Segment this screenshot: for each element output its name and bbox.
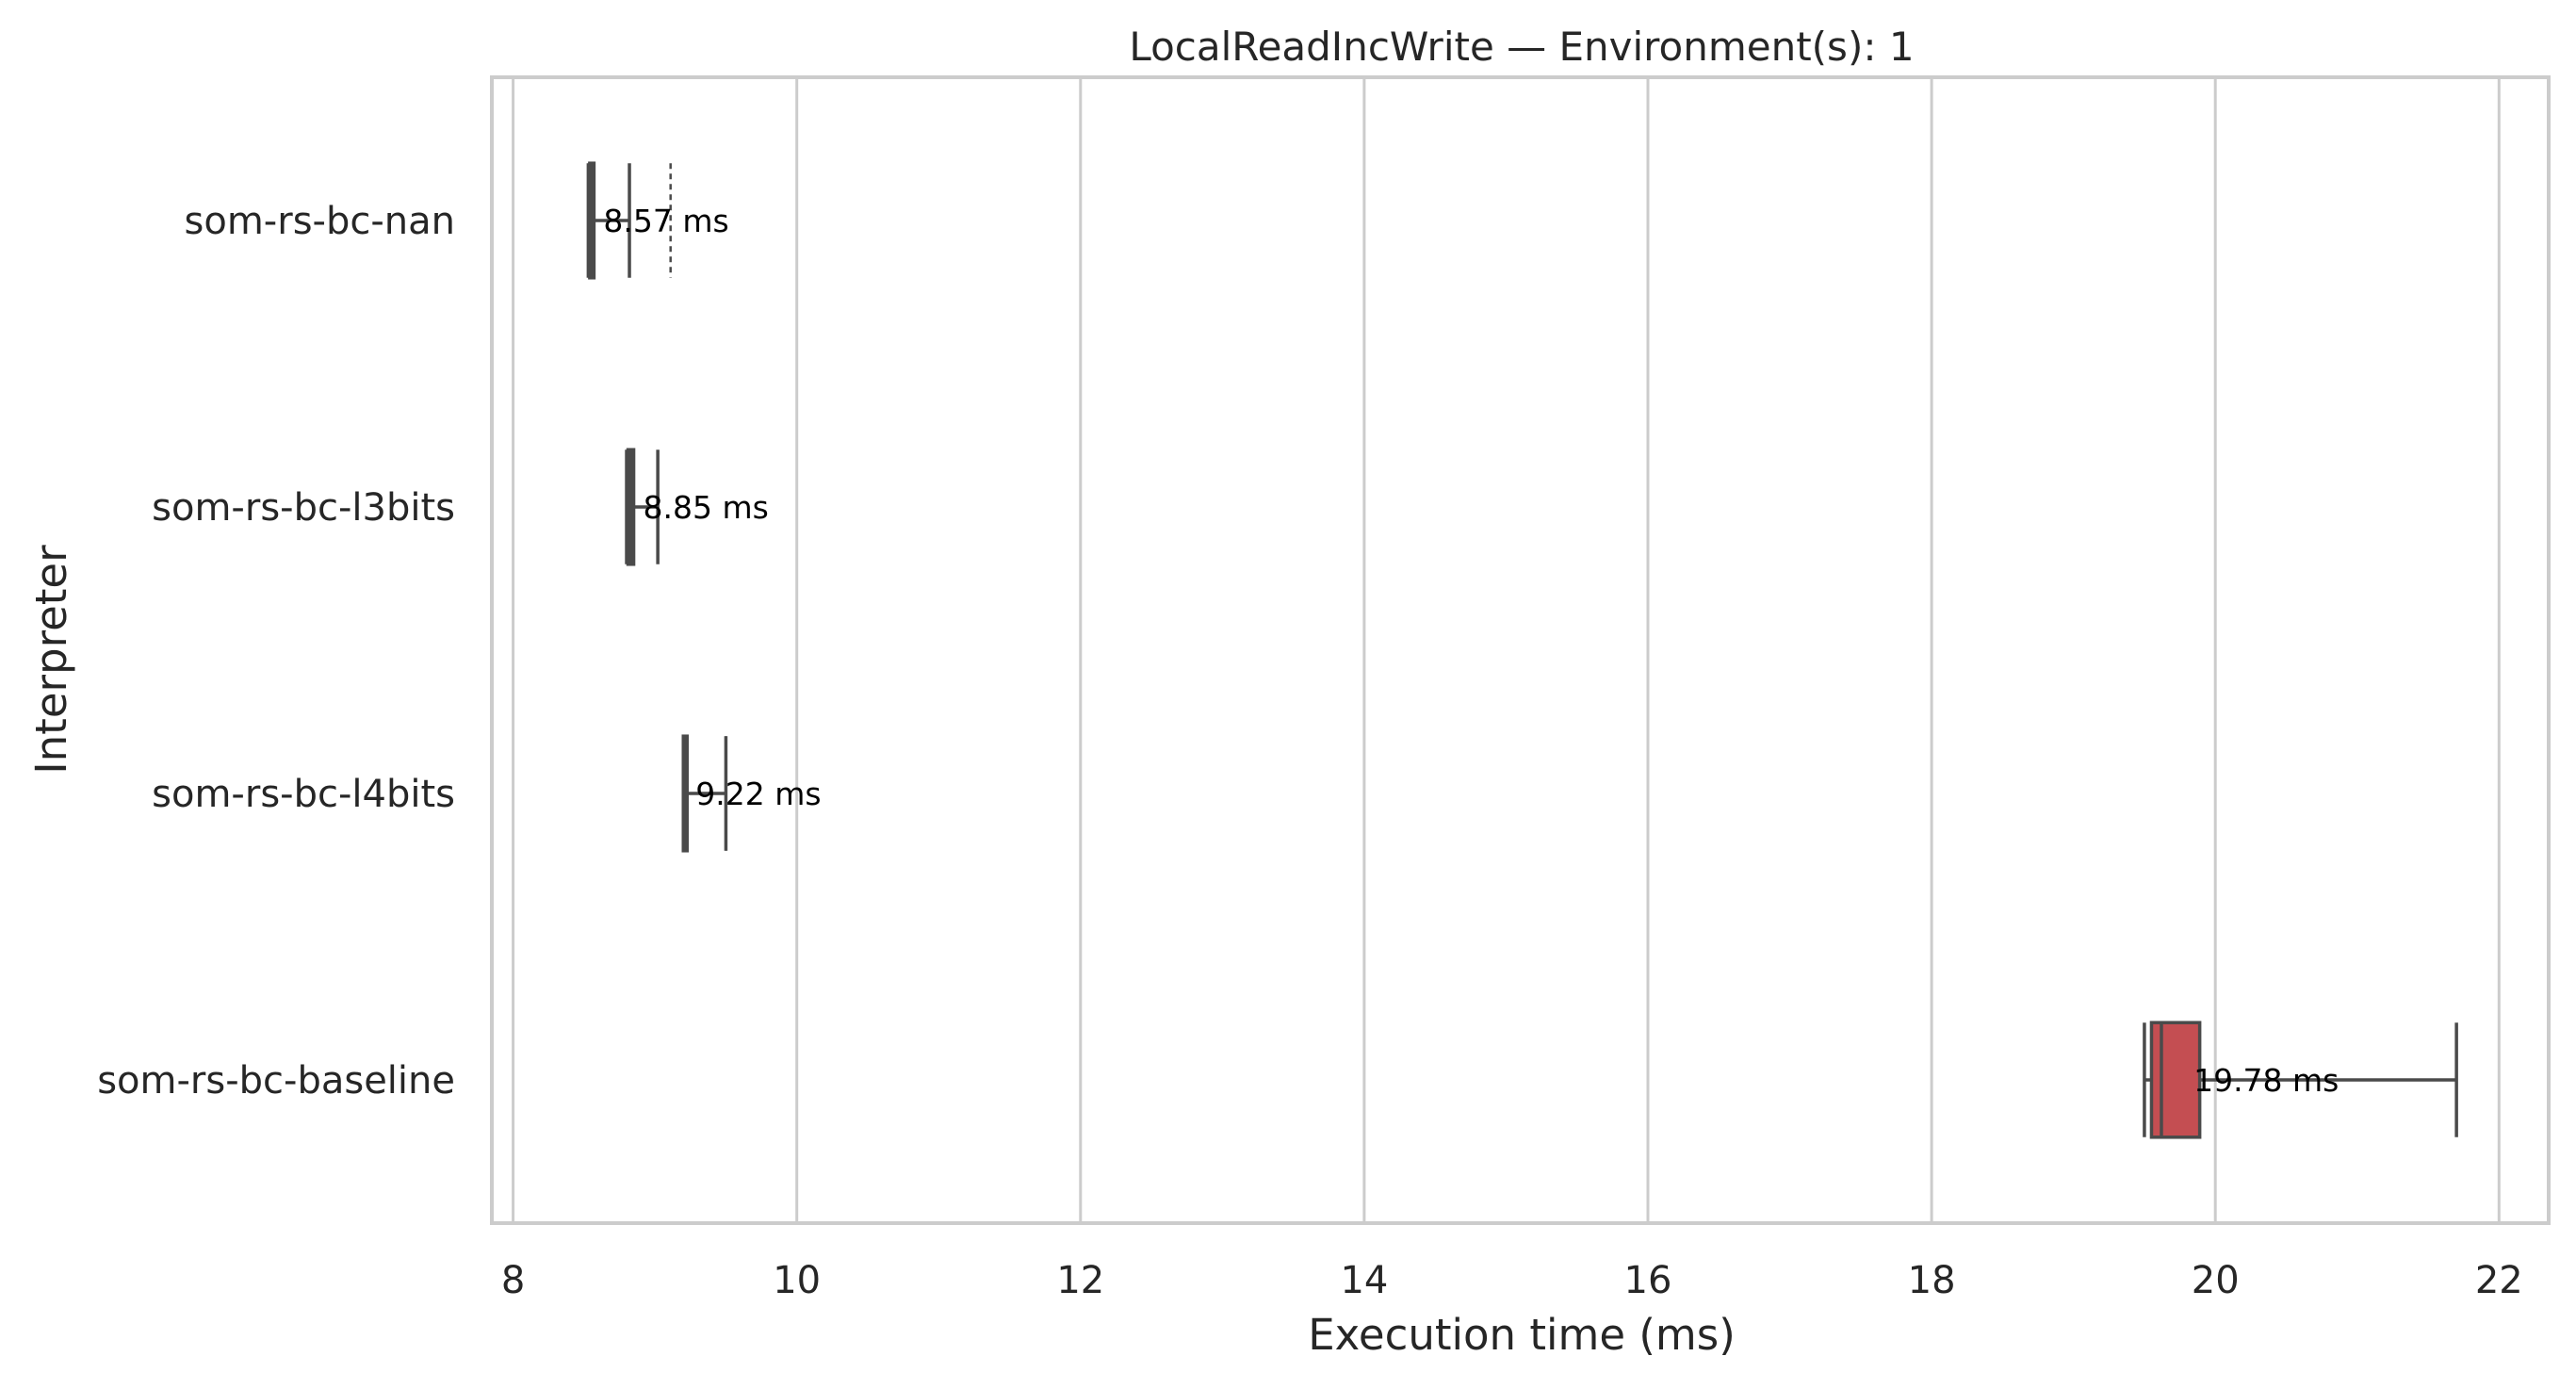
x-tick-label: 14 [1340, 1259, 1388, 1302]
x-tick-label: 10 [773, 1259, 821, 1302]
box-group: 8.85 ms [625, 448, 769, 566]
data-label: 8.85 ms [644, 489, 769, 526]
y-tick-label: som-rs-bc-baseline [97, 1059, 455, 1103]
x-tick-label: 8 [501, 1259, 525, 1302]
grid-lines [512, 77, 2501, 1223]
x-tick-label: 12 [1056, 1259, 1104, 1302]
x-tick-label: 22 [2475, 1259, 2523, 1302]
plot-frame [490, 75, 2551, 1225]
box-group: 8.57 ms [586, 161, 729, 280]
box-group: 9.22 ms [681, 734, 822, 853]
x-tick-label: 16 [1624, 1259, 1672, 1302]
y-axis-ticks: som-rs-bc-nan som-rs-bc-l3bits som-rs-bc-l… [97, 200, 455, 1103]
y-tick-label: som-rs-bc-l4bits [152, 773, 455, 816]
chart-title: LocalReadIncWrite — Environment(s): 1 [1129, 24, 1914, 70]
box [2149, 1021, 2202, 1139]
data-label: 8.57 ms [603, 203, 728, 239]
x-tick-label: 18 [1908, 1259, 1956, 1302]
box-group: 19.78 ms [2143, 1021, 2458, 1139]
y-tick-label: som-rs-bc-nan [185, 200, 455, 243]
x-axis-label: Execution time (ms) [1308, 1310, 1736, 1360]
data-label: 9.22 ms [695, 776, 821, 812]
data-label: 19.78 ms [2193, 1062, 2339, 1099]
y-axis-label: Interpreter [26, 545, 76, 775]
x-axis-ticks: 8 10 12 14 16 18 20 22 [501, 1259, 2523, 1302]
box-plots: 8.57 ms 8.85 ms 9.22 ms 19.78 ms [586, 161, 2458, 1139]
y-tick-label: som-rs-bc-l3bits [152, 486, 455, 530]
x-tick-label: 20 [2192, 1259, 2240, 1302]
